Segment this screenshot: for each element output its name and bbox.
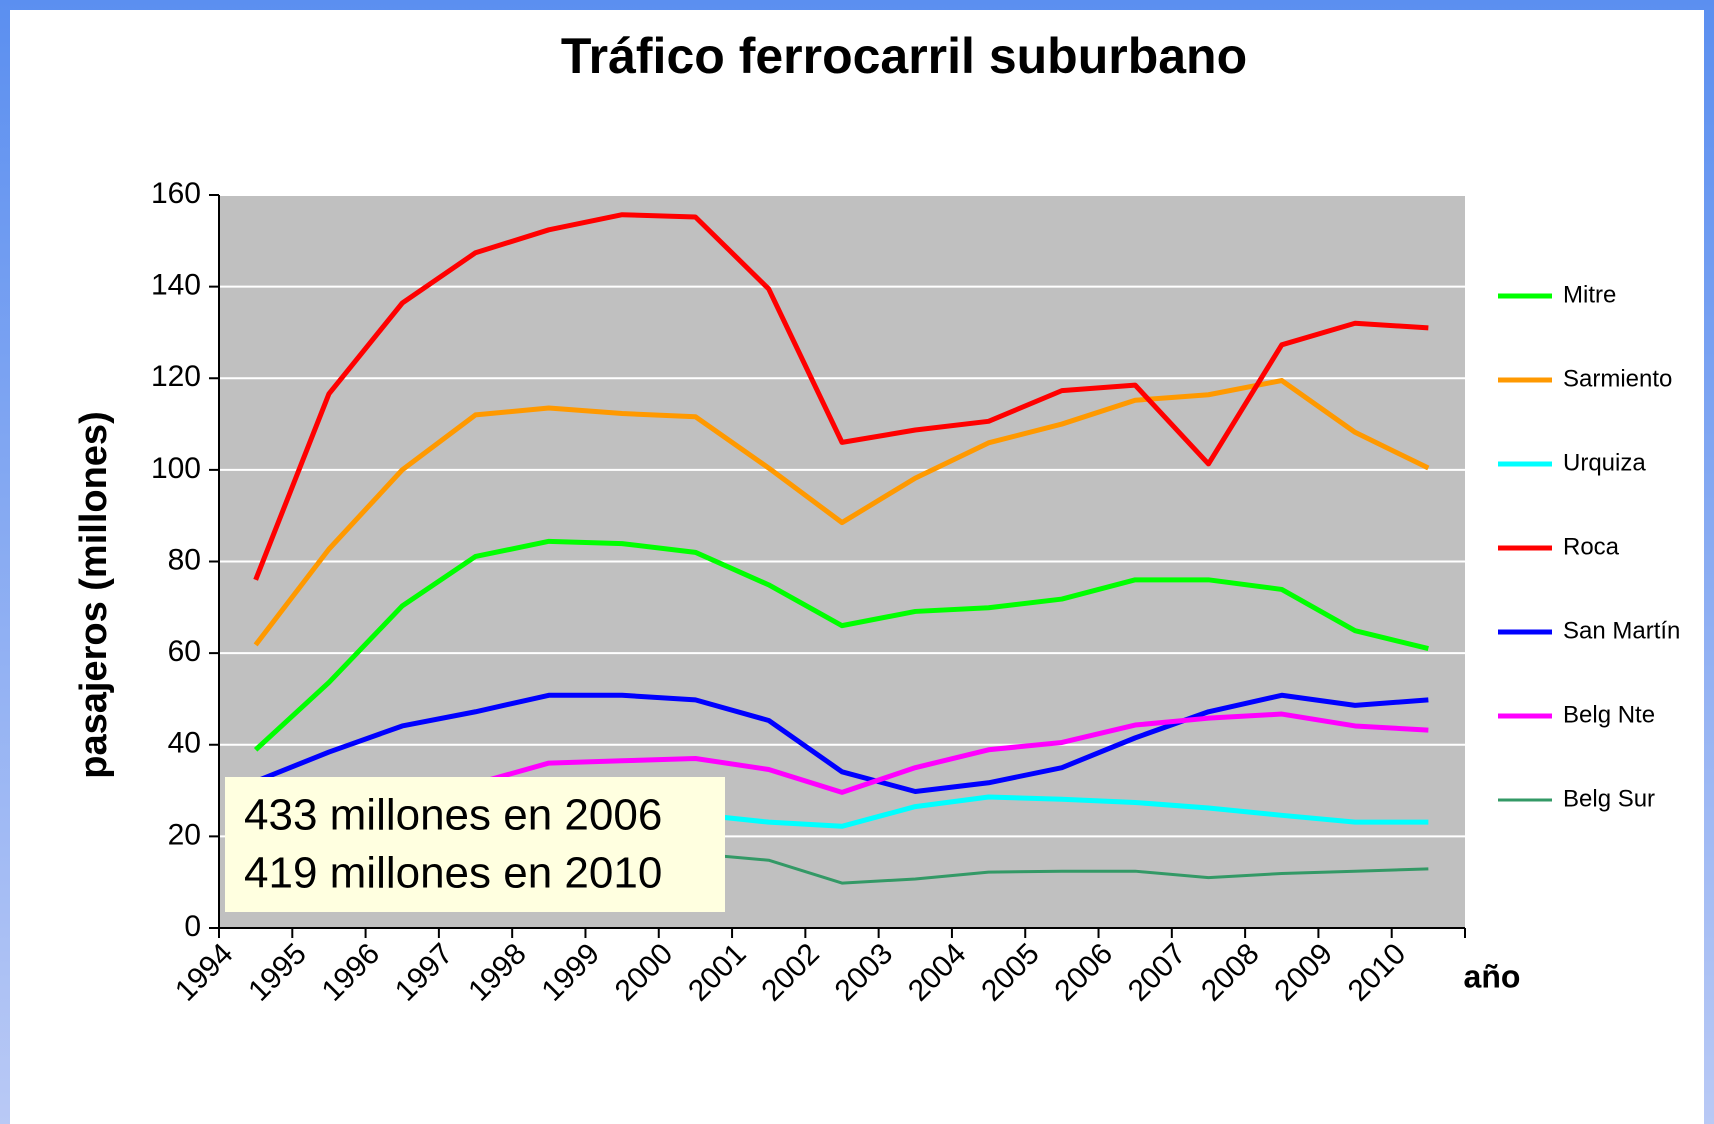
legend-label: Urquiza <box>1563 449 1646 476</box>
line-series <box>254 692 1429 794</box>
legend-label: Belg Nte <box>1563 701 1655 728</box>
annotation: 419 millones en 2010 <box>244 849 662 898</box>
legend-label: Sarmiento <box>1563 365 1672 392</box>
annotation: 433 millones en 2006 <box>244 791 662 840</box>
x-axis-title: año <box>1464 958 1521 994</box>
y-tick-label: 0 <box>184 910 201 943</box>
legend-label: Belg Sur <box>1563 785 1655 812</box>
line-series <box>253 538 1429 752</box>
legend-label: Mitre <box>1563 281 1616 308</box>
y-tick-label: 40 <box>168 727 201 760</box>
annotation-box <box>225 777 725 912</box>
legend-label: Roca <box>1563 533 1620 560</box>
line-series <box>253 212 1429 581</box>
y-tick-label: 60 <box>168 635 201 668</box>
chart-title: Tráfico ferrocarril suburbano <box>561 28 1247 84</box>
y-tick-label: 80 <box>168 543 201 576</box>
y-tick-label: 140 <box>151 269 201 302</box>
line-series <box>253 378 1430 647</box>
y-tick-label: 160 <box>151 177 201 210</box>
y-axis-title: pasajeros (millones) <box>73 411 115 778</box>
y-tick-label: 100 <box>151 452 201 485</box>
y-tick-label: 120 <box>151 360 201 393</box>
y-tick-label: 20 <box>168 818 201 851</box>
legend-label: San Martín <box>1563 617 1680 644</box>
